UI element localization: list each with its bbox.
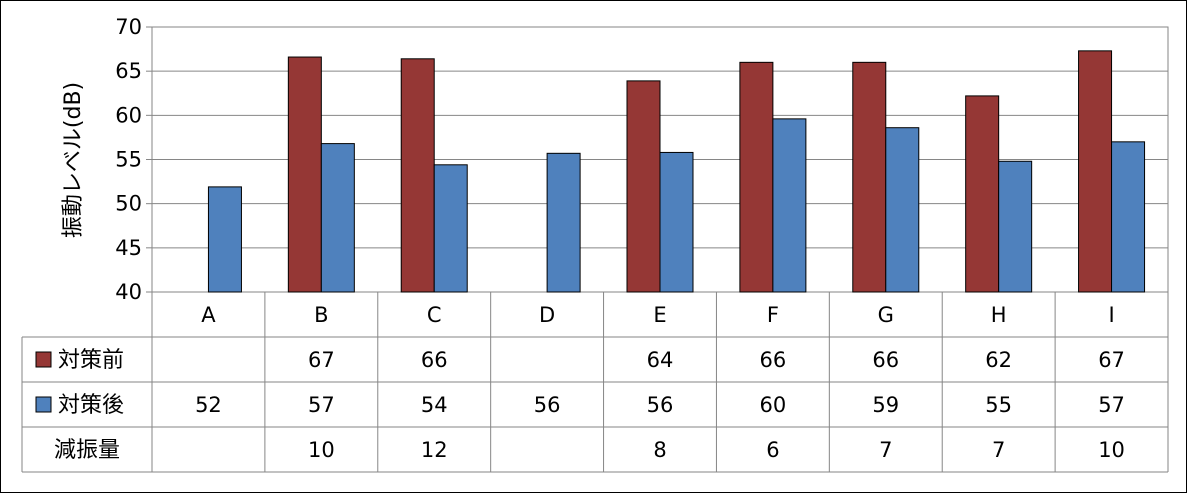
bar-after-G [885,127,920,293]
category-label-G: G [878,303,894,327]
bars [207,50,1146,293]
table-cell-reduction-B: 10 [308,438,335,462]
bar-after-C [433,164,468,293]
category-label-E: E [653,303,666,327]
bar-after-H [998,160,1033,293]
bar-before-G [852,61,887,293]
y-tick-label: 45 [115,236,142,260]
category-label-C: C [427,303,442,327]
table-cell-reduction-H: 7 [992,438,1005,462]
table-cell-before-I: 67 [1098,348,1125,372]
table-cell-after-E: 56 [647,393,674,417]
bar-after-B [320,143,355,293]
table-cell-reduction-E: 8 [653,438,666,462]
legend-swatch-after [35,396,52,413]
y-tick-label: 50 [115,192,142,216]
bar-before-F [739,61,774,293]
category-label-I: I [1108,303,1114,327]
row-label-reduction: 減振量 [54,438,120,463]
table-cell-reduction-F: 6 [766,438,779,462]
category-label-B: B [314,303,328,327]
table-cell-before-B: 67 [308,348,335,372]
bar-after-I [1111,141,1146,293]
bar-after-D [546,152,581,293]
bar-after-E [659,151,694,293]
bar-before-E [626,80,661,293]
y-axis: 40 45 50 55 60 65 70 [115,15,152,304]
table-cell-after-C: 54 [421,393,448,417]
table-cell-before-C: 66 [421,348,448,372]
y-axis-label: 振動レベル(dB) [61,82,86,238]
bar-before-H [965,95,1000,293]
table-cell-after-I: 57 [1098,393,1125,417]
table-cell-before-E: 64 [647,348,674,372]
legend-swatch-before [35,351,52,368]
table-cell-after-A: 52 [195,393,222,417]
y-tick-label: 70 [115,15,142,39]
y-tick-label: 60 [115,103,142,127]
table-cell-after-B: 57 [308,393,335,417]
category-label-H: H [991,303,1007,327]
table-cell-reduction-C: 12 [421,438,448,462]
table-cell-after-H: 55 [985,393,1012,417]
table-cell-after-D: 56 [534,393,561,417]
row-label-before: 対策前 [58,348,124,373]
category-label-A: A [201,303,216,327]
category-label-F: F [767,303,779,327]
table-cell-after-F: 60 [760,393,787,417]
bar-before-B [287,56,322,293]
table-cell-reduction-G: 7 [879,438,892,462]
table-cell-before-G: 66 [872,348,899,372]
bar-after-A [207,186,242,293]
table-cell-before-H: 62 [985,348,1012,372]
bar-after-F [772,118,807,293]
y-tick-label: 40 [115,280,142,304]
table-cell-before-F: 66 [760,348,787,372]
table-cell-reduction-I: 10 [1098,438,1125,462]
y-tick-label: 55 [115,148,142,172]
table-cell-after-G: 59 [872,393,899,417]
y-tick-label: 65 [115,59,142,83]
category-label-D: D [539,303,555,327]
bar-before-I [1078,50,1113,293]
bar-before-C [400,58,435,293]
row-label-after: 対策後 [58,393,124,418]
